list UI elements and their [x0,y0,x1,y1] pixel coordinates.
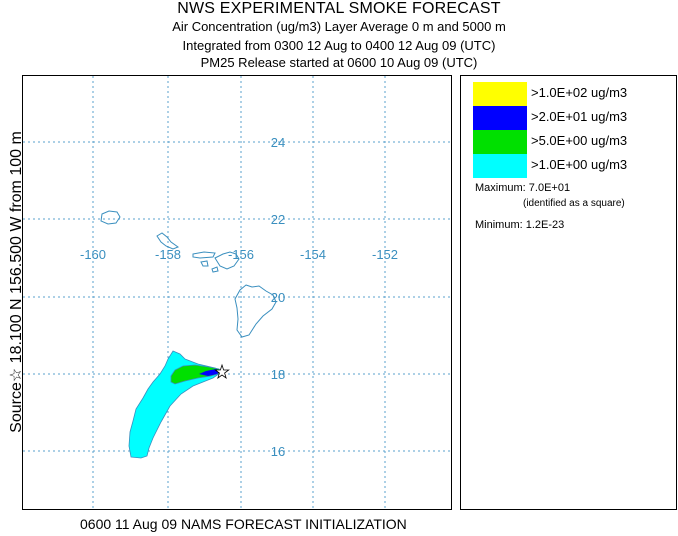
legend-swatch-cyan [473,154,527,178]
integration-subtitle: Integrated from 0300 12 Aug to 0400 12 A… [182,38,496,53]
lat-label: 22 [271,212,285,227]
map-canvas: -160 -158 -156 -154 -152 24 22 20 18 16 [23,76,453,511]
legend-item: >2.0E+01 ug/m3 [473,106,673,130]
map-panel: -160 -158 -156 -154 -152 24 22 20 18 16 [22,75,453,511]
island-molokai [192,251,216,259]
lon-label: -160 [80,247,106,262]
legend-label: >5.0E+00 ug/m3 [531,133,628,148]
release-subtitle: PM25 Release started at 0600 10 Aug 09 (… [200,55,478,70]
legend-label: >1.0E+02 ug/m3 [531,85,628,100]
lat-label: 16 [271,444,285,459]
maximum-note: (identified as a square) [523,198,625,209]
plume-contour-20 [199,369,221,376]
lon-label: -156 [228,247,254,262]
minimum-value: Minimum: 1.2E-23 [475,219,565,231]
lon-label: -152 [372,247,398,262]
legend-swatch-green [473,130,527,154]
smoke-plume [128,350,230,459]
island-kahoolawe [211,266,219,273]
legend-label: >2.0E+01 ug/m3 [531,109,628,124]
legend-label: >1.0E+00 ug/m3 [531,157,628,172]
island-niihau-kauai [100,210,121,225]
graticule [23,76,453,511]
lon-label: -158 [155,247,181,262]
legend-swatch-blue [473,106,527,130]
lat-label: 20 [271,290,285,305]
island-hawaii [234,284,277,338]
island-lanai [200,260,209,267]
lat-label: 18 [271,367,285,382]
island-oahu [156,232,180,250]
legend-panel: >1.0E+02 ug/m3 >2.0E+01 ug/m3 >5.0E+00 u… [460,75,677,510]
island-maui [214,251,240,270]
concentration-subtitle: Air Concentration (ug/m3) Layer Average … [172,19,506,34]
lon-label: -154 [300,247,326,262]
source-star-icon [214,363,230,380]
legend-item: >1.0E+00 ug/m3 [473,154,673,178]
legend-swatch-yellow [473,82,527,106]
maximum-value: Maximum: 7.0E+01 [475,182,571,194]
legend-item: >1.0E+02 ug/m3 [473,82,673,106]
forecast-initialization-label: 0600 11 Aug 09 NAMS FORECAST INITIALIZAT… [80,516,407,532]
coastlines [100,210,277,338]
map-title: NWS EXPERIMENTAL SMOKE FORECAST [177,0,501,17]
legend-item: >5.0E+00 ug/m3 [473,130,673,154]
lat-label: 24 [271,135,285,150]
